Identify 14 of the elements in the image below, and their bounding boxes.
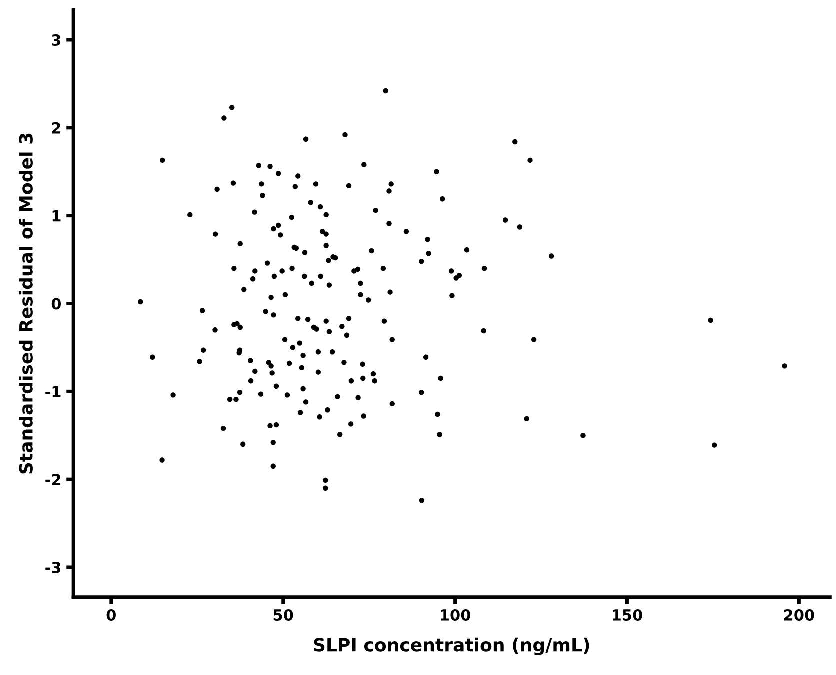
y-tick-label: 1: [52, 210, 61, 222]
y-tick-label: -1: [46, 386, 61, 398]
y-axis-title: Standardised Residual of Model 3: [18, 134, 33, 474]
y-tick-label: 3: [52, 34, 61, 46]
x-tick-label: 200: [784, 609, 814, 622]
y-tick-label: -2: [46, 474, 60, 486]
x-tick-label: 0: [106, 609, 116, 622]
x-tick-label: 50: [274, 609, 294, 622]
y-tick-label: 0: [52, 298, 62, 310]
x-tick-label: 100: [441, 609, 471, 622]
x-tick-label: 150: [613, 609, 642, 622]
y-tick-label: 2: [52, 122, 60, 134]
y-tick-label: -3: [46, 562, 61, 574]
x-axis-title: SLPI concentration (ng/mL): [314, 638, 590, 656]
